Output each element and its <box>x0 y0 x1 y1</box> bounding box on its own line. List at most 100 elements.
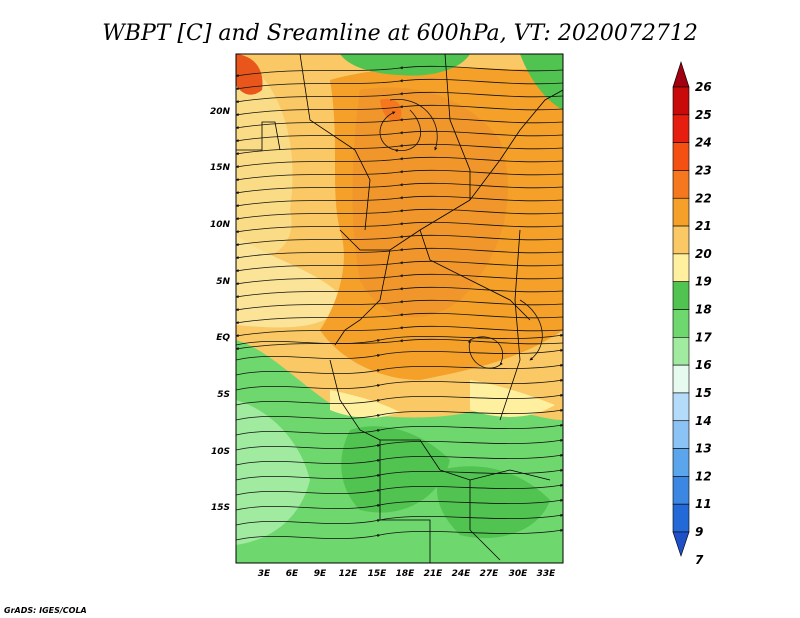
colorbar-label: 12 <box>695 469 712 483</box>
streamline <box>236 393 563 406</box>
lat-tick-eq: EQ <box>216 333 230 343</box>
lon-tick-12e: 12E <box>339 569 359 579</box>
colorbar-label: 26 <box>695 80 712 94</box>
lat-tick-10s: 10S <box>211 447 230 457</box>
lat-tick-15n: 15N <box>210 163 231 173</box>
streamline <box>467 336 503 369</box>
map-frame <box>235 53 564 564</box>
field-region <box>236 400 310 545</box>
streamline <box>236 408 563 421</box>
streamline <box>379 109 421 153</box>
streamline <box>236 348 563 361</box>
streamline <box>236 325 563 338</box>
colorbar-swatch <box>672 170 690 199</box>
colorbar-swatch <box>672 114 690 143</box>
colorbar-label: 22 <box>695 191 712 205</box>
lon-tick-21e: 21E <box>424 569 444 579</box>
streamline <box>236 312 563 325</box>
streamline <box>236 208 563 221</box>
lat-tick-5s: 5S <box>217 390 230 400</box>
colorbar-swatch <box>672 392 690 422</box>
colorbar-swatch <box>672 448 690 477</box>
streamline <box>236 195 563 208</box>
lon-tick-24e: 24E <box>452 569 472 579</box>
colorbar-swatch <box>672 503 690 533</box>
grads-credit: GrADS: IGES/COLA <box>4 606 87 615</box>
lon-tick-6e: 6E <box>286 569 299 579</box>
streamline <box>236 65 563 78</box>
border-line <box>339 199 471 251</box>
map-panel <box>235 53 564 564</box>
lon-tick-33e: 33E <box>537 569 557 579</box>
streamline <box>236 117 563 130</box>
colorbar-swatch <box>672 253 690 282</box>
colorbar: 26 25 24 23 22 21 20 19 18 17 16 15 14 13 12 11 9 7 <box>672 61 712 567</box>
streamline <box>236 169 563 182</box>
lat-tick-20n: 20N <box>210 107 231 117</box>
lon-axis: 3E 6E 9E 12E 15E 18E 21E 24E 27E 30E 33E <box>258 569 556 579</box>
colorbar-swatch <box>672 225 690 255</box>
streamline <box>236 156 563 169</box>
streamline <box>236 143 563 156</box>
streamline <box>389 98 438 151</box>
lon-tick-18e: 18E <box>396 569 416 579</box>
streamlines <box>236 65 563 541</box>
colorbar-label: 9 <box>695 525 703 539</box>
streamline <box>236 221 563 234</box>
streamline <box>236 247 563 260</box>
colorbar-label: 17 <box>695 330 712 344</box>
colorbar-swatch <box>672 309 690 338</box>
colorbar-label: 7 <box>695 553 704 567</box>
lon-tick-30e: 30E <box>509 569 529 579</box>
streamline <box>236 468 563 481</box>
colorbar-label: 21 <box>695 219 712 233</box>
colorbar-label: 23 <box>695 163 712 177</box>
streamline <box>236 513 563 526</box>
colorbar-label: 19 <box>695 275 712 289</box>
colorbar-swatch <box>672 337 690 366</box>
lon-tick-9e: 9E <box>314 569 327 579</box>
colorbar-label: 13 <box>695 442 712 456</box>
streamline <box>236 453 563 466</box>
lon-tick-15e: 15E <box>368 569 388 579</box>
streamline <box>236 234 563 247</box>
streamline <box>236 528 563 541</box>
lon-tick-27e: 27E <box>480 569 500 579</box>
colorbar-label: 25 <box>695 108 712 122</box>
colorbar-swatch <box>672 197 690 227</box>
lat-tick-5n: 5N <box>216 277 230 287</box>
colorbar-swatch <box>672 281 690 310</box>
border-line <box>419 229 531 321</box>
streamline <box>236 299 563 312</box>
streamline <box>236 130 563 143</box>
lon-tick-3e: 3E <box>258 569 271 579</box>
streamline <box>236 104 563 117</box>
streamline <box>236 438 563 451</box>
colorbar-arrow-top <box>672 61 690 88</box>
colorbar-swatch <box>672 420 690 449</box>
streamline <box>236 273 563 286</box>
colorbar-swatch <box>672 142 690 171</box>
colorbar-arrow-bottom <box>672 531 690 557</box>
streamline <box>519 299 543 361</box>
colorbar-label: 20 <box>695 247 712 261</box>
chart-title: WBPT [C] and Sreamline at 600hPa, VT: 20… <box>102 21 698 46</box>
colorbar-label: 15 <box>695 386 712 400</box>
streamline <box>236 363 563 376</box>
colorbar-label: 18 <box>695 303 712 317</box>
streamline <box>236 182 563 195</box>
streamline <box>236 78 563 91</box>
wbpt-field <box>236 54 563 563</box>
colorbar-label: 14 <box>695 414 712 428</box>
colorbar-swatch <box>672 476 690 505</box>
colorbar-label: 11 <box>695 497 712 511</box>
streamline <box>236 260 563 273</box>
colorbar-label: 24 <box>695 136 712 150</box>
colorbar-swatch <box>672 86 690 116</box>
streamline <box>236 498 563 511</box>
streamline <box>236 333 563 346</box>
colorbar-swatch <box>672 364 690 394</box>
streamline <box>236 91 563 104</box>
streamline <box>236 423 563 436</box>
